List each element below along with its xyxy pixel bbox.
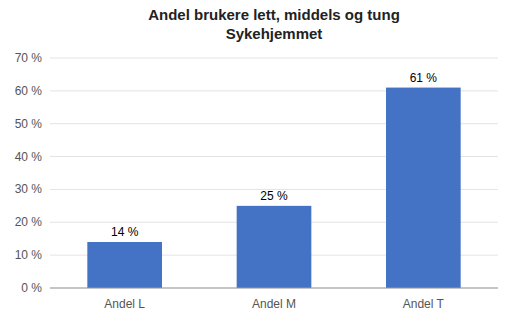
- y-tick-label: 50 %: [15, 117, 43, 131]
- bar: [87, 242, 162, 288]
- data-label: 25 %: [260, 189, 288, 203]
- bar: [386, 88, 461, 288]
- bars: [87, 88, 460, 288]
- title: Andel brukere lett, middels og tung: [148, 6, 400, 23]
- data-label: 61 %: [410, 71, 438, 85]
- y-tick-label: 30 %: [15, 182, 43, 196]
- y-tick-label: 10 %: [15, 248, 43, 262]
- y-tick-label: 20 %: [15, 215, 43, 229]
- x-tick-label: Andel M: [252, 297, 296, 311]
- y-tick-label: 40 %: [15, 150, 43, 164]
- x-tick-label: Andel L: [104, 297, 145, 311]
- data-labels: 14 % 25 % 61 %: [111, 71, 437, 239]
- grid-line: [50, 58, 498, 59]
- y-axis: 0 % 10 % 20 % 30 % 40 % 50 % 60 % 70 %: [15, 51, 498, 295]
- x-axis: Andel L Andel M Andel T: [50, 288, 498, 311]
- x-tick-label: Andel T: [403, 297, 445, 311]
- data-label: 14 %: [111, 225, 139, 239]
- x-axis-line: [50, 288, 498, 289]
- chart: Andel brukere lett, middels og tung Sykeh…: [0, 0, 514, 322]
- y-tick-label: 60 %: [15, 84, 43, 98]
- subtitle: Sykehjemmet: [226, 25, 323, 42]
- y-tick-label: 70 %: [15, 51, 43, 65]
- grid-line: [50, 288, 498, 289]
- y-tick-label: 0 %: [21, 281, 42, 295]
- bar: [237, 206, 312, 288]
